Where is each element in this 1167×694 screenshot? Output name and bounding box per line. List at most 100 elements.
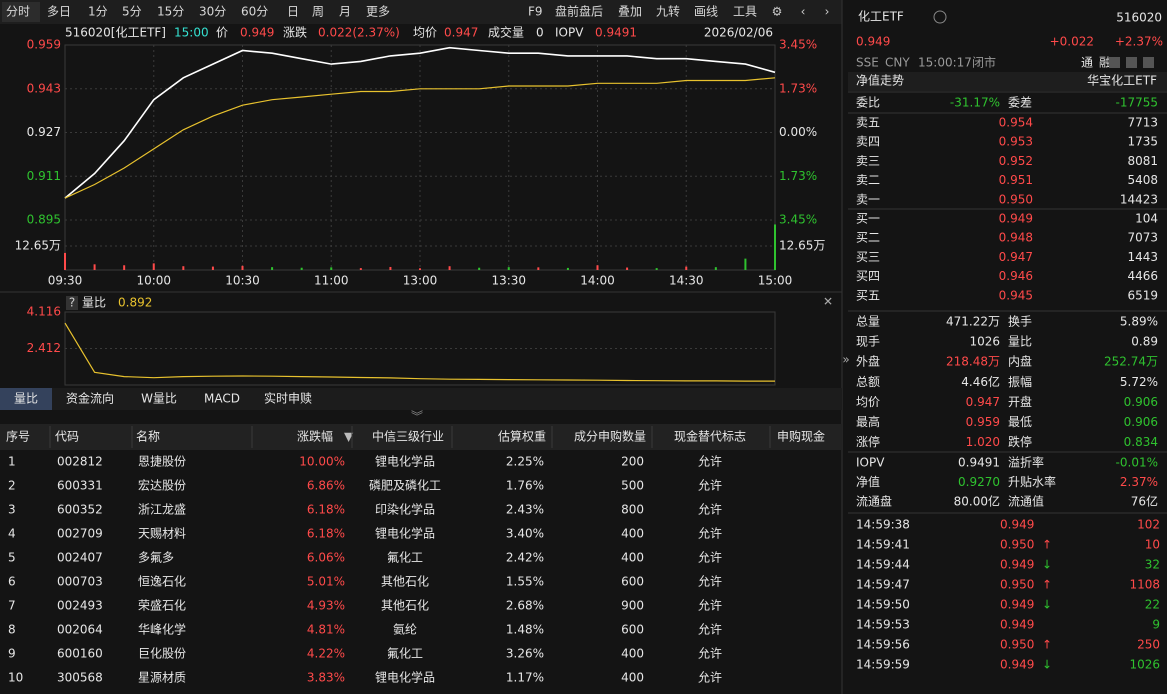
book-label: 卖四 bbox=[856, 135, 880, 149]
stat-label: 跌停 bbox=[1008, 434, 1032, 449]
period-tab[interactable]: 周 bbox=[312, 5, 324, 19]
tick-price: 0.950 bbox=[1000, 578, 1034, 592]
period-tab[interactable]: 更多 bbox=[366, 5, 390, 19]
period-tab[interactable]: 15分 bbox=[157, 5, 184, 19]
table-header[interactable]: 名称 bbox=[136, 429, 160, 444]
tool-button[interactable]: F9 bbox=[528, 5, 543, 19]
tick-volume: 102 bbox=[1137, 518, 1160, 532]
collapse-arrow[interactable]: » bbox=[842, 353, 849, 367]
next-button[interactable]: › bbox=[825, 5, 830, 19]
stat-label: 溢折率 bbox=[1008, 455, 1044, 470]
stat-value: 1.020 bbox=[966, 435, 1000, 449]
order-label: 委比 bbox=[856, 96, 880, 110]
tab[interactable]: 实时申赎 bbox=[264, 391, 312, 406]
table-header[interactable]: 中信三级行业 bbox=[372, 429, 444, 444]
meta-label: 15:00:17 bbox=[918, 56, 972, 70]
volume-bar bbox=[93, 264, 96, 270]
x-tick-label: 15:00 bbox=[758, 274, 793, 288]
stat-value: 0.947 bbox=[966, 395, 1000, 409]
book-volume: 8081 bbox=[1127, 154, 1158, 168]
tab[interactable]: 量比 bbox=[14, 392, 38, 406]
chart-date: 2026/02/06 bbox=[704, 26, 773, 40]
table-cell: 巨化股份 bbox=[138, 647, 186, 661]
table-cell: 其他石化 bbox=[381, 575, 429, 589]
order-value: -17755 bbox=[1115, 96, 1158, 110]
table-cell: 5.01% bbox=[307, 575, 345, 589]
field-label: 成交量 bbox=[488, 25, 524, 40]
active-period bbox=[2, 2, 40, 22]
stat-label: 内盘 bbox=[1008, 354, 1032, 369]
tool-icon[interactable] bbox=[1109, 57, 1120, 68]
settings-icon[interactable]: ⚙ bbox=[772, 5, 783, 19]
x-tick-label: 13:30 bbox=[491, 274, 526, 288]
table-header[interactable]: 现金替代标志 bbox=[674, 429, 746, 444]
nav-title[interactable]: 净值走势 bbox=[856, 73, 904, 88]
table-header[interactable]: 成分申购数量 bbox=[574, 429, 646, 444]
tab[interactable]: 资金流向 bbox=[66, 391, 114, 406]
meta-label: 闭市 bbox=[972, 55, 996, 70]
close-button[interactable]: ✕ bbox=[823, 295, 833, 309]
tick-time: 14:59:47 bbox=[856, 578, 910, 592]
y-tick-label: 0.927 bbox=[27, 125, 61, 139]
meta-label: SSE bbox=[856, 56, 879, 70]
period-tab[interactable]: 日 bbox=[287, 5, 299, 19]
toolbar bbox=[0, 0, 842, 24]
tab[interactable]: W量比 bbox=[141, 392, 177, 406]
field-label: IOPV bbox=[555, 26, 584, 40]
table-cell: 600 bbox=[621, 623, 644, 637]
tool-button[interactable]: 盘前盘后 bbox=[555, 4, 603, 19]
stat-value: 76亿 bbox=[1131, 494, 1158, 509]
table-cell: 1.17% bbox=[506, 671, 544, 685]
order-value: -31.17% bbox=[950, 96, 1000, 110]
table-cell: 400 bbox=[621, 671, 644, 685]
table-header[interactable]: 申购现金 bbox=[777, 429, 825, 444]
period-tab[interactable]: 1分 bbox=[88, 5, 108, 19]
tick-volume: 9 bbox=[1152, 618, 1160, 632]
table-header[interactable]: 代码 bbox=[55, 430, 79, 444]
expand-arrow[interactable]: ︾ bbox=[411, 410, 423, 424]
period-tab[interactable]: 月 bbox=[339, 5, 351, 19]
help-icon[interactable] bbox=[66, 296, 78, 310]
table-cell: 6.18% bbox=[307, 527, 345, 541]
volume-bar bbox=[241, 265, 244, 270]
help-icon-text[interactable]: ? bbox=[69, 296, 75, 310]
tick-time: 14:59:41 bbox=[856, 538, 910, 552]
tab[interactable]: MACD bbox=[204, 392, 240, 406]
tool-button[interactable]: 九转 bbox=[656, 4, 680, 19]
sort-arrow[interactable]: ▼ bbox=[344, 430, 354, 444]
table-cell: 锂电化学品 bbox=[375, 454, 435, 469]
book-volume: 104 bbox=[1135, 212, 1158, 226]
table-header[interactable]: 涨跌幅 bbox=[297, 429, 333, 444]
book-label: 买一 bbox=[856, 212, 880, 226]
stat-label: 流通值 bbox=[1008, 494, 1044, 509]
volume-bar bbox=[566, 267, 569, 270]
tick-time: 14:59:38 bbox=[856, 518, 910, 532]
table-cell: 002812 bbox=[57, 455, 103, 469]
table-header[interactable]: 估算权重 bbox=[498, 429, 546, 444]
table-cell: 002407 bbox=[57, 551, 103, 565]
period-tab[interactable]: 分时 bbox=[6, 5, 30, 19]
book-price: 0.947 bbox=[999, 250, 1033, 264]
tool-icon[interactable] bbox=[1143, 57, 1154, 68]
stat-value: 0.906 bbox=[1124, 395, 1158, 409]
period-tab[interactable]: 5分 bbox=[122, 5, 142, 19]
table-cell: 6.86% bbox=[307, 479, 345, 493]
period-tab[interactable]: 30分 bbox=[199, 5, 226, 19]
table-header[interactable]: 序号 bbox=[6, 429, 30, 444]
period-tab[interactable]: 60分 bbox=[241, 5, 268, 19]
tool-button[interactable]: 工具 bbox=[733, 5, 757, 19]
tick-arrow: ↓ bbox=[1042, 658, 1052, 672]
table-cell: 华峰化学 bbox=[138, 622, 186, 637]
tool-button[interactable]: 画线 bbox=[694, 5, 718, 19]
stat-label: 升贴水率 bbox=[1008, 474, 1056, 489]
tool-button[interactable]: 叠加 bbox=[618, 5, 642, 19]
y2-tick-label: 3.45% bbox=[779, 38, 817, 52]
period-tab[interactable]: 多日 bbox=[47, 5, 71, 19]
y2-tick-label: 1.73% bbox=[779, 169, 817, 183]
tool-icon[interactable] bbox=[1126, 57, 1137, 68]
stat-label: 流通盘 bbox=[856, 494, 892, 509]
prev-button[interactable]: ‹ bbox=[801, 5, 806, 19]
stat-label: 量比 bbox=[1008, 335, 1032, 349]
table-cell: 允许 bbox=[698, 478, 722, 493]
tick-time: 14:59:59 bbox=[856, 658, 910, 672]
